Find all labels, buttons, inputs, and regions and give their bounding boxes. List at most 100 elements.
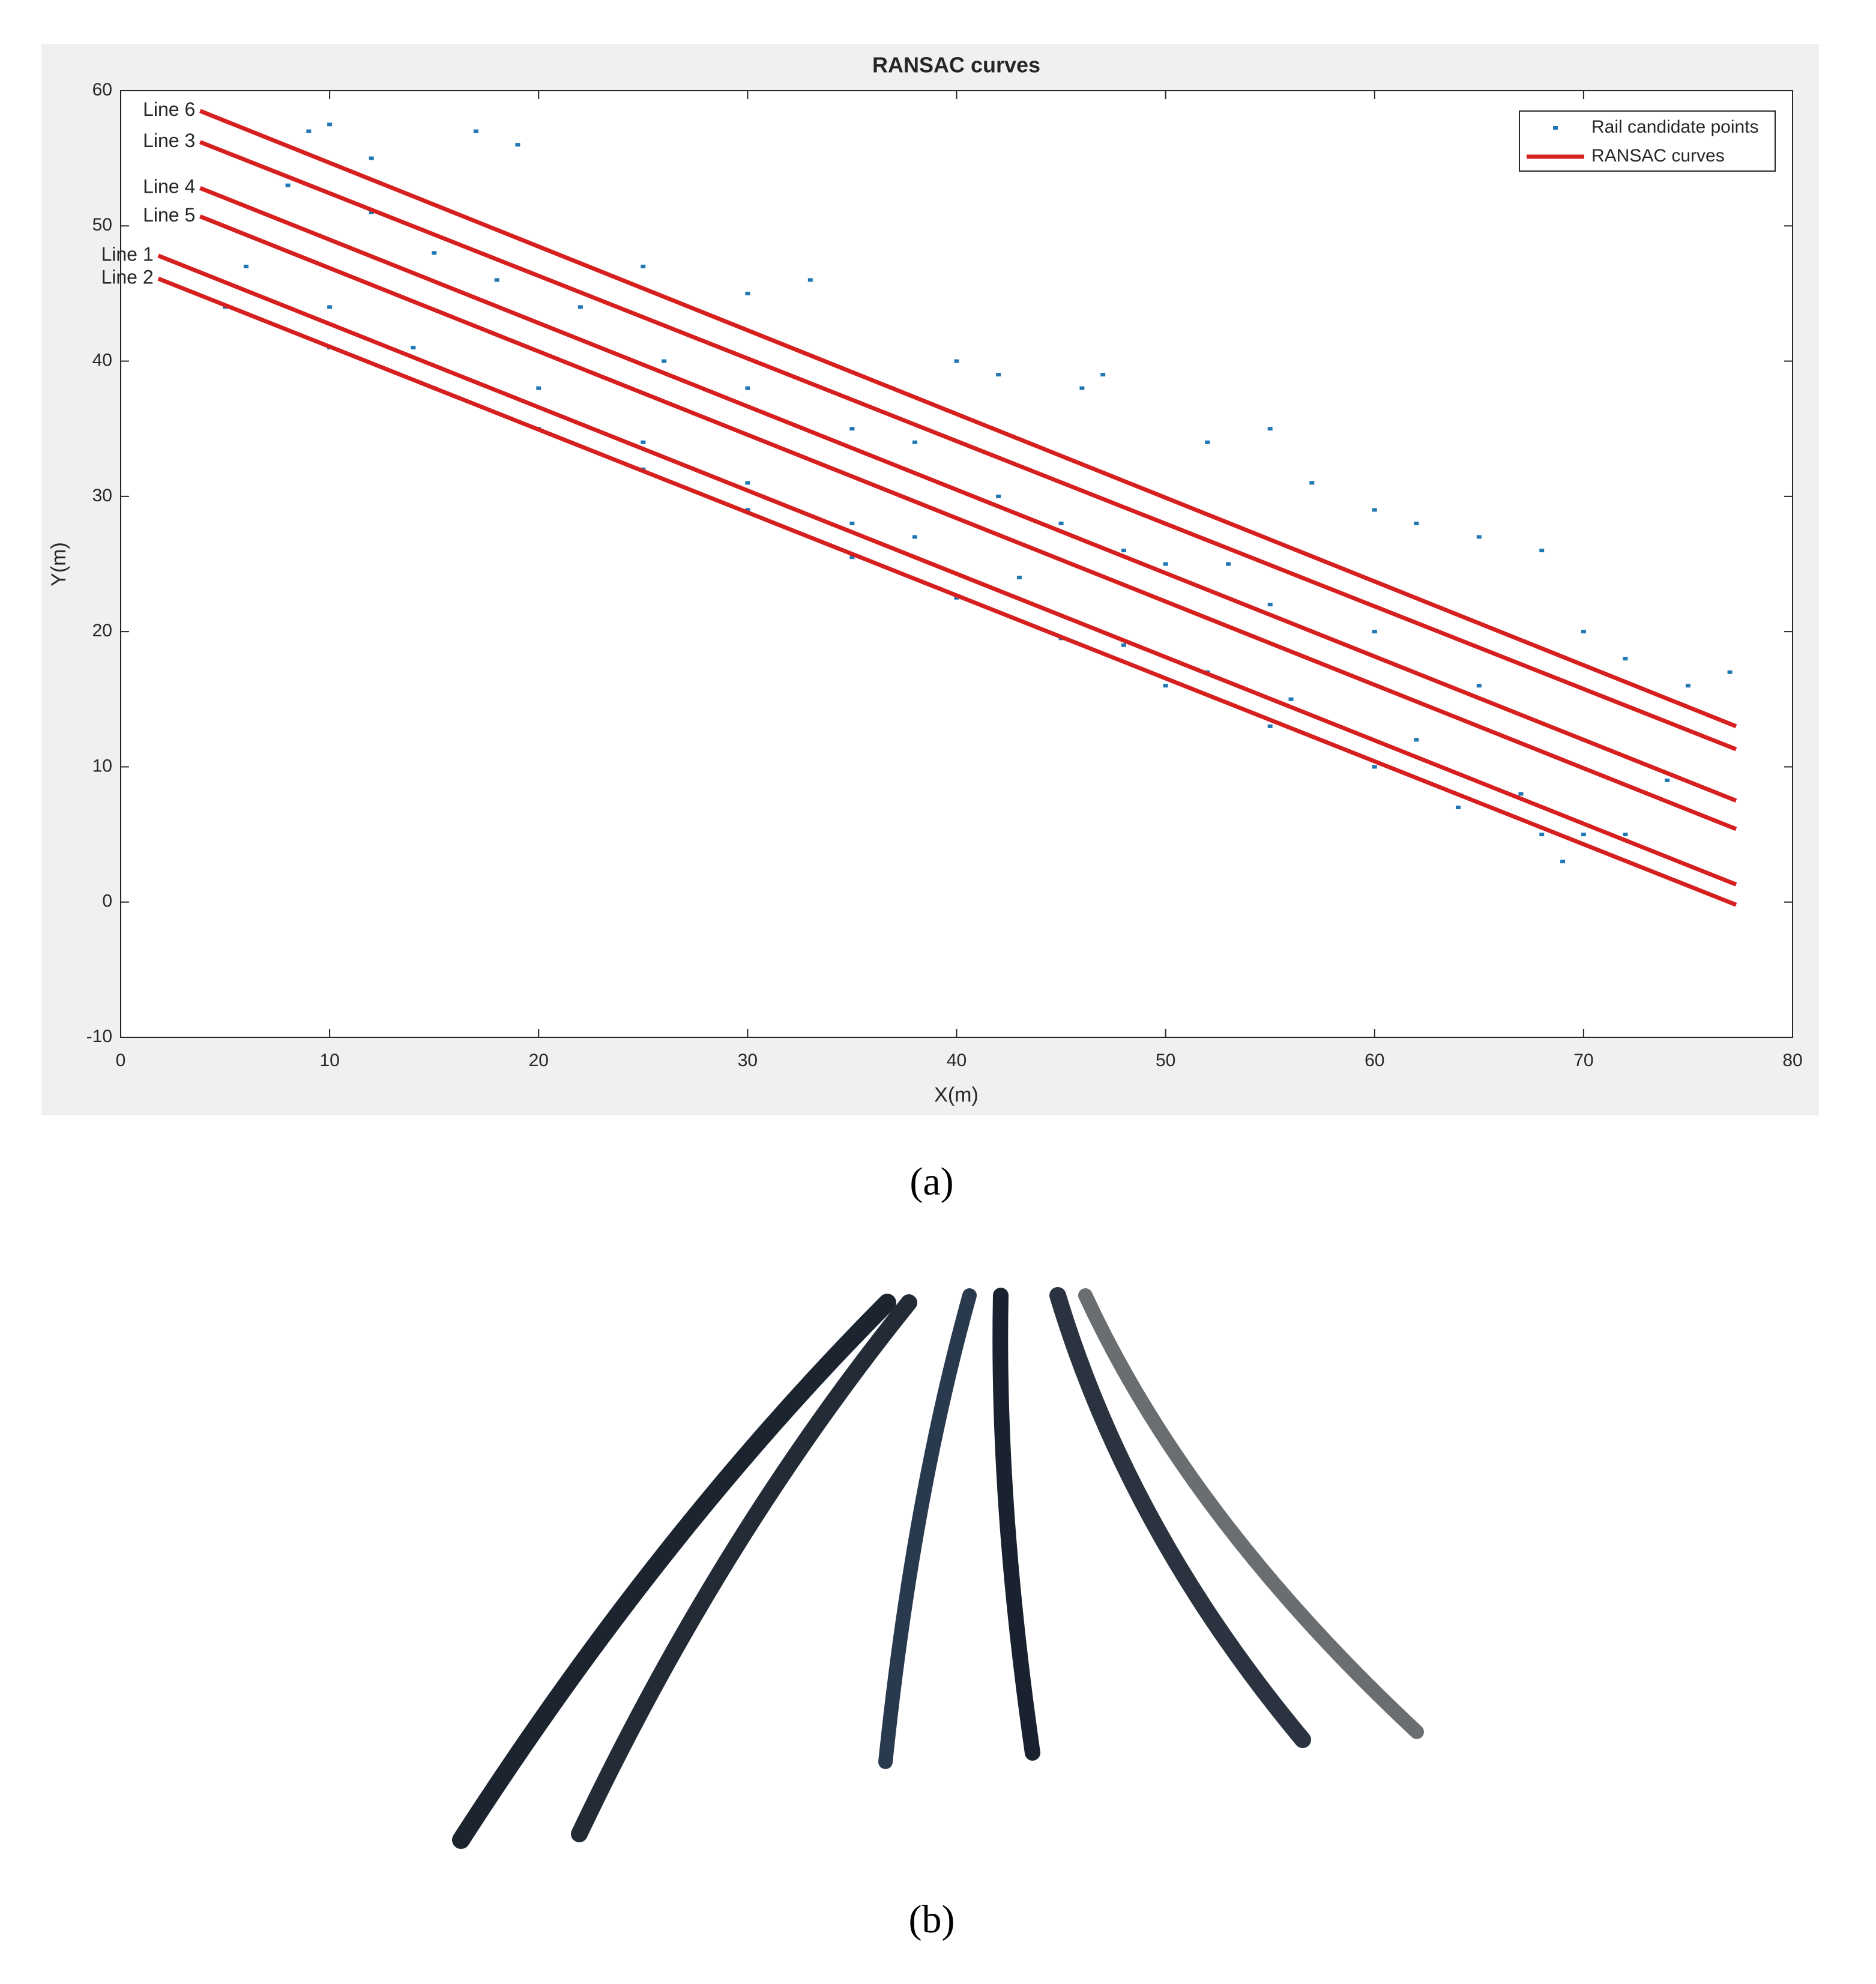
data-point: [912, 440, 917, 444]
legend-label: RANSAC curves: [1591, 146, 1725, 166]
data-point: [745, 508, 750, 512]
data-point: [1058, 521, 1064, 525]
data-point: [243, 264, 249, 268]
data-point: [1079, 386, 1085, 390]
legend-label: Rail candidate points: [1591, 117, 1759, 137]
y-tick-label: 20: [92, 621, 112, 641]
data-point: [641, 264, 646, 268]
data-point: [996, 373, 1001, 377]
y-tick-label: -10: [86, 1027, 112, 1046]
y-tick-label: 50: [92, 215, 112, 235]
line-label: Line 1: [101, 243, 153, 265]
data-point: [1309, 481, 1315, 485]
data-point: [432, 251, 437, 255]
data-point: [473, 129, 478, 133]
data-point: [807, 278, 813, 282]
data-point: [1539, 833, 1545, 837]
data-point: [515, 143, 520, 147]
data-point: [494, 278, 499, 282]
line-label: Line 2: [101, 267, 153, 288]
data-point: [849, 521, 855, 525]
data-point: [536, 386, 541, 390]
data-point: [954, 596, 959, 600]
x-tick-label: 20: [529, 1051, 549, 1070]
data-point: [1685, 684, 1691, 688]
data-point: [411, 346, 416, 350]
line-label: Line 5: [143, 204, 195, 226]
data-point: [1372, 765, 1377, 769]
data-point: [1163, 684, 1168, 688]
data-point: [1581, 833, 1586, 837]
data-point: [1623, 833, 1628, 837]
y-tick-label: 40: [92, 350, 112, 370]
ransac-line: [199, 185, 1737, 803]
data-point: [912, 535, 917, 539]
plot-area: [120, 90, 1793, 1038]
data-point: [745, 481, 750, 485]
data-point: [369, 156, 374, 160]
data-point: [1623, 657, 1628, 661]
x-tick-label: 50: [1156, 1051, 1175, 1070]
data-point: [1414, 738, 1419, 742]
data-point: [745, 291, 750, 295]
data-point: [1581, 630, 1586, 634]
ransac-line: [199, 140, 1737, 752]
data-point: [1121, 548, 1126, 552]
legend-box: [1519, 110, 1776, 172]
x-tick-label: 30: [738, 1051, 758, 1070]
data-point: [327, 305, 333, 309]
ransac-line: [157, 276, 1737, 907]
rail: [1049, 1287, 1311, 1748]
rail: [992, 1288, 1040, 1761]
x-tick-label: 10: [319, 1051, 339, 1070]
line-label: Line 3: [143, 130, 195, 151]
data-point: [1163, 562, 1168, 566]
data-point: [327, 122, 333, 127]
x-tick-label: 40: [947, 1051, 967, 1070]
ransac-line: [199, 214, 1737, 831]
chart-title: RANSAC curves: [872, 53, 1040, 77]
x-axis-label: X(m): [934, 1084, 979, 1106]
data-point: [1121, 643, 1126, 647]
data-point: [1539, 548, 1545, 552]
rail: [571, 1294, 917, 1842]
data-point: [745, 386, 750, 390]
data-point: [1476, 684, 1482, 688]
data-point: [578, 305, 583, 309]
data-point: [1016, 576, 1022, 580]
legend-marker: [1553, 126, 1558, 130]
caption: (a): [909, 1160, 953, 1204]
data-point: [1288, 697, 1294, 701]
data-point: [1518, 792, 1524, 796]
x-tick-label: 60: [1365, 1051, 1384, 1070]
line-label: Line 6: [143, 98, 195, 120]
caption: (b): [909, 1898, 955, 1941]
data-point: [849, 555, 855, 559]
data-point: [849, 427, 855, 431]
data-point: [285, 183, 291, 187]
y-tick-label: 0: [102, 891, 112, 911]
ransac-line: [199, 109, 1737, 729]
data-point: [662, 359, 667, 363]
y-axis-label: Y(m): [47, 542, 70, 586]
data-point: [1372, 508, 1377, 512]
line-label: Line 4: [143, 176, 195, 197]
data-point: [1100, 373, 1106, 377]
data-point: [306, 129, 312, 133]
y-tick-label: 60: [92, 80, 112, 100]
rail: [878, 1288, 977, 1769]
x-tick-label: 80: [1782, 1051, 1802, 1070]
data-point: [1476, 535, 1482, 539]
rail: [452, 1294, 896, 1849]
data-point: [1665, 778, 1670, 782]
data-point: [1205, 440, 1210, 444]
y-tick-label: 10: [92, 756, 112, 776]
data-point: [996, 494, 1001, 498]
y-tick-label: 30: [92, 486, 112, 505]
data-point: [1727, 670, 1733, 674]
x-tick-label: 70: [1573, 1051, 1593, 1070]
rail: [1078, 1288, 1424, 1739]
data-point: [1414, 521, 1419, 525]
